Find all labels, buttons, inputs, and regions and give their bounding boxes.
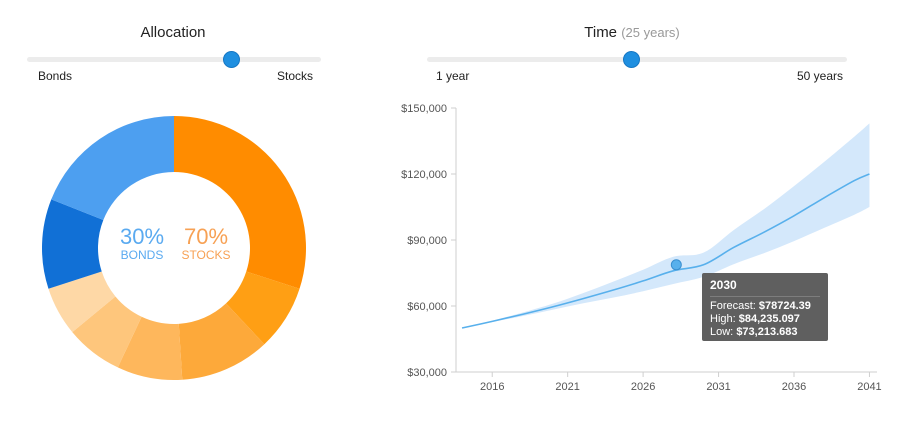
y-tick-label: $90,000 <box>407 235 447 247</box>
time-slider-min-label: 1 year <box>436 69 470 83</box>
tooltip-low-value: $73,213.683 <box>736 326 798 338</box>
tooltip-forecast-value: $78724.39 <box>758 300 811 312</box>
time-slider-max-label: 50 years <box>797 69 844 83</box>
time-slider-thumb[interactable] <box>623 51 640 68</box>
bonds-slider-label: Bonds <box>38 69 73 83</box>
allocation-slider-thumb[interactable] <box>223 51 240 68</box>
tooltip-high-value: $84,235.097 <box>738 313 800 325</box>
tooltip-year: 2030 <box>710 278 820 297</box>
donut-slice-stocks-3[interactable] <box>178 303 265 380</box>
tooltip-low-row: Low: $73,213.683 <box>710 326 820 339</box>
stocks-label: STOCKS <box>181 248 230 262</box>
y-tick-label: $150,000 <box>401 103 447 115</box>
x-tick-label: 2021 <box>555 381 579 393</box>
donut-slice-stocks-4[interactable] <box>117 316 183 380</box>
donut-slice-stocks-6[interactable] <box>48 271 116 333</box>
stocks-percent: 70% <box>184 224 228 249</box>
time-title-text: Time <box>584 24 618 41</box>
y-tick-label: $120,000 <box>401 169 447 181</box>
bonds-percent: 30% <box>120 224 164 249</box>
tooltip-low-label: Low: <box>710 326 734 338</box>
forecast-tooltip: 2030 Forecast: $78724.39 High: $84,235.0… <box>702 273 828 341</box>
x-tick-label: 2026 <box>631 381 655 393</box>
x-axis: 2016 2021 2026 2031 2036 2041 <box>456 371 882 393</box>
allocation-donut-chart: 30% BONDS 70% STOCKS <box>42 116 306 380</box>
y-tick-label: $30,000 <box>407 367 447 379</box>
allocation-slider-track[interactable] <box>27 57 321 62</box>
y-axis: $30,000 $60,000 $90,000 $120,000 $150,000 <box>401 103 457 379</box>
x-tick-label: 2016 <box>480 381 504 393</box>
allocation-title: Allocation <box>140 24 206 41</box>
time-title-duration: (25 years) <box>621 25 680 40</box>
donut-slice-stocks-2[interactable] <box>226 271 300 345</box>
tooltip-high-row: High: $84,235.097 <box>710 313 820 326</box>
tooltip-forecast-label: Forecast: <box>710 300 756 312</box>
tooltip-forecast-row: Forecast: $78724.39 <box>710 300 820 313</box>
donut-slice-bonds-8[interactable] <box>51 116 175 221</box>
x-tick-label: 2041 <box>857 381 881 393</box>
tooltip-high-label: High: <box>710 313 736 325</box>
donut-slices <box>42 116 306 380</box>
highlight-point[interactable] <box>670 259 682 271</box>
x-tick-label: 2036 <box>782 381 806 393</box>
donut-slice-bonds-7[interactable] <box>42 199 104 289</box>
stocks-slider-label: Stocks <box>277 69 314 83</box>
x-tick-label: 2031 <box>706 381 730 393</box>
time-title: Time (25 years) <box>560 24 704 41</box>
donut-slice-stocks-5[interactable] <box>72 296 142 368</box>
y-tick-label: $60,000 <box>407 301 447 313</box>
bonds-label: BONDS <box>121 248 164 262</box>
donut-slice-stocks-1[interactable] <box>174 116 306 289</box>
